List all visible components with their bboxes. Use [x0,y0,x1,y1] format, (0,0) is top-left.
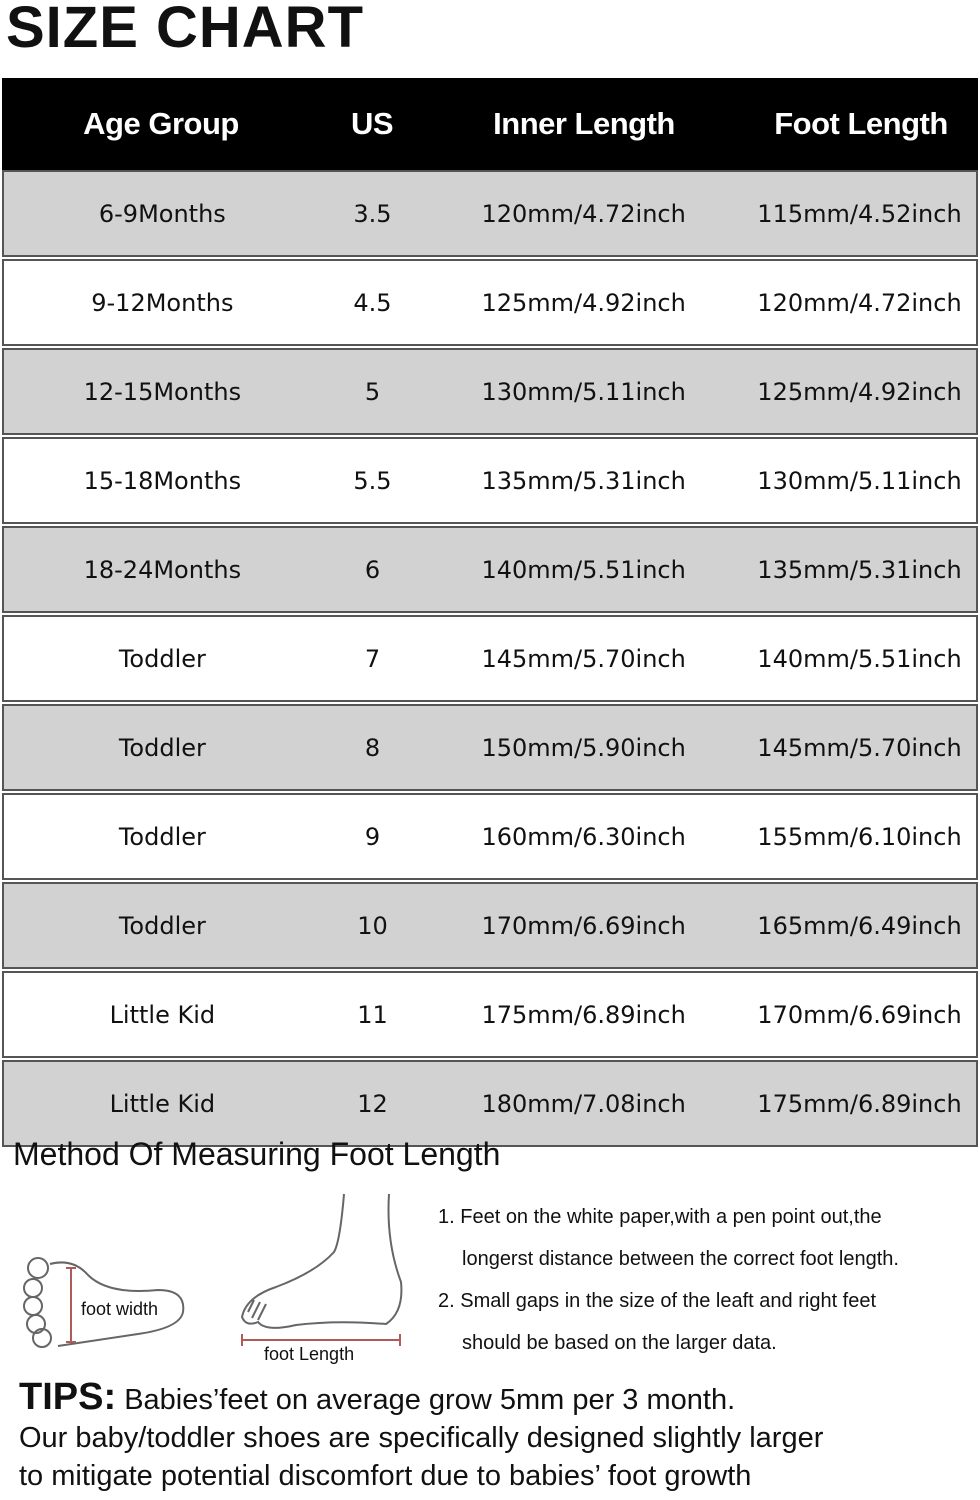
cell-age-group: Toddler [118,644,206,673]
cell-inner-length: 120mm/4.72inch [481,199,686,228]
cell-us: 9 [364,822,381,851]
measuring-steps: 1. Feet on the white paper,with a pen po… [438,1196,899,1364]
foot-length-label: foot Length [264,1344,355,1364]
cell-age-group: Little Kid [109,1000,216,1029]
cell-us: 8 [364,733,381,762]
tips-label: TIPS: [19,1376,117,1418]
cell-age-group: 15-18Months [83,466,242,495]
cell-us: 3.5 [353,199,392,228]
header-inner-length: Inner Length [493,106,675,141]
cell-foot-length: 130mm/5.11inch [757,466,962,495]
cell-age-group: 18-24Months [83,555,242,584]
tips: TIPS: Babies’feet on average grow 5mm pe… [19,1378,823,1495]
step-1-cont: longerst distance between the correct fo… [462,1248,899,1270]
step-2-cont: should be based on the larger data. [462,1332,777,1354]
cell-us: 7 [364,644,381,673]
cell-inner-length: 145mm/5.70inch [481,644,686,673]
foot-top-view-icon [23,1257,185,1348]
cell-age-group: 12-15Months [83,377,242,406]
cell-age-group: Toddler [118,822,206,851]
cell-inner-length: 170mm/6.69inch [481,911,686,940]
table-row: Toddler 8 150mm/5.90inch 145mm/5.70inch [2,704,978,791]
cell-inner-length: 130mm/5.11inch [481,377,686,406]
cell-age-group: 9-12Months [91,288,234,317]
cell-foot-length: 115mm/4.52inch [757,199,962,228]
table-row: 9-12Months 4.5 125mm/4.92inch 120mm/4.72inc… [2,259,978,346]
cell-us: 12 [357,1089,388,1118]
size-table: Age Group US Inner Length Foot Length 6-… [2,78,978,1147]
cell-foot-length: 175mm/6.89inch [757,1089,962,1118]
table-row: Toddler 7 145mm/5.70inch 140mm/5.51inch [2,615,978,702]
cell-inner-length: 180mm/7.08inch [481,1089,686,1118]
table-row: Little Kid 11 175mm/6.89inch 170mm/6.69inch [2,971,978,1058]
header-us: US [350,106,394,141]
table-row: 12-15Months 5 130mm/5.11inch 125mm/4.92inch [2,348,978,435]
header-age-group: Age Group [83,106,239,141]
foot-width-label: foot width [81,1299,159,1319]
cell-foot-length: 155mm/6.10inch [757,822,962,851]
cell-foot-length: 140mm/5.51inch [757,644,962,673]
foot-side-view-icon [240,1193,403,1346]
cell-foot-length: 135mm/5.31inch [757,555,962,584]
tips-line-2: Our baby/toddler shoes are specifically … [19,1422,824,1454]
cell-us: 4.5 [353,288,392,317]
page-title: SIZE CHART [6,0,364,60]
cell-age-group: Little Kid [109,1089,216,1118]
cell-inner-length: 140mm/5.51inch [481,555,686,584]
method-title: Method Of Measuring Foot Length [13,1136,501,1172]
cell-foot-length: 170mm/6.69inch [757,1000,962,1029]
step-2: 2. Small gaps in the size of the leaft a… [438,1290,877,1312]
cell-us: 10 [357,911,388,940]
table-row: Toddler 10 170mm/6.69inch 165mm/6.49inch [2,882,978,969]
cell-foot-length: 125mm/4.92inch [757,377,962,406]
step-1: 1. Feet on the white paper,with a pen po… [438,1206,882,1228]
cell-age-group: 6-9Months [98,199,226,228]
tips-line-1: Babies’feet on average grow 5mm per 3 mo… [124,1384,736,1416]
cell-us: 5 [364,377,381,406]
cell-foot-length: 145mm/5.70inch [757,733,962,762]
cell-inner-length: 175mm/6.89inch [481,1000,686,1029]
cell-age-group: Toddler [118,733,206,762]
cell-inner-length: 135mm/5.31inch [481,466,686,495]
cell-us: 6 [364,555,381,584]
cell-us: 11 [357,1000,388,1029]
cell-inner-length: 125mm/4.92inch [481,288,686,317]
cell-foot-length: 165mm/6.49inch [757,911,962,940]
table-row: 15-18Months 5.5 135mm/5.31inch 130mm/5.11in… [2,437,978,524]
cell-inner-length: 160mm/6.30inch [481,822,686,851]
table-row: 6-9Months 3.5 120mm/4.72inch 115mm/4.52inch [2,170,978,257]
cell-us: 5.5 [353,466,392,495]
table-header: Age Group US Inner Length Foot Length [2,78,978,170]
header-foot-length: Foot Length [774,106,948,141]
cell-age-group: Toddler [118,911,206,940]
cell-inner-length: 150mm/5.90inch [481,733,686,762]
table-row: Toddler 9 160mm/6.30inch 155mm/6.10inch [2,793,978,880]
table-row: 18-24Months 6 140mm/5.51inch 135mm/5.31inch [2,526,978,613]
tips-line-3: to mitigate potential discomfort due to … [19,1460,752,1492]
cell-foot-length: 120mm/4.72inch [757,288,962,317]
table-row: Little Kid 12 180mm/7.08inch 175mm/6.89inch [2,1060,978,1147]
